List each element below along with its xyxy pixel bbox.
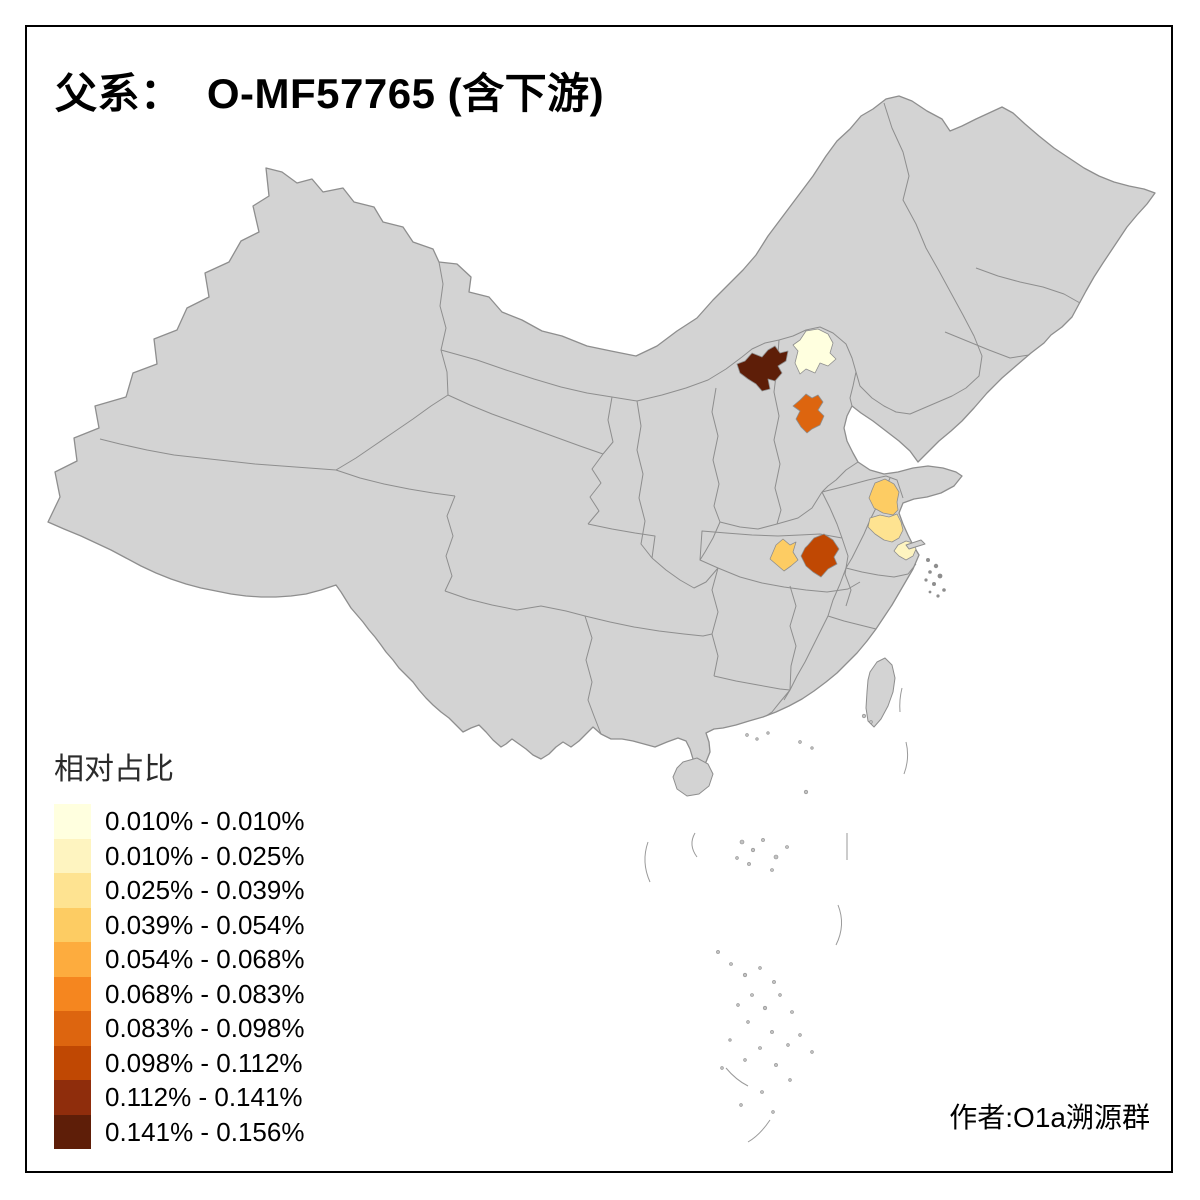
hainan-island xyxy=(672,757,714,797)
legend-item-label: 0.054% - 0.068% xyxy=(105,944,305,974)
region-beijing xyxy=(792,328,837,375)
reef-arcs xyxy=(644,687,909,1143)
legend-item-label: 0.098% - 0.112% xyxy=(105,1047,303,1078)
legend-swatch xyxy=(54,976,91,1011)
highlight-regions xyxy=(736,328,917,578)
legend-item: 0.010% - 0.025% xyxy=(54,838,305,873)
legend-item-label: 0.068% - 0.083% xyxy=(105,978,305,1009)
legend-item-label: 0.010% - 0.025% xyxy=(105,840,305,871)
region-hebei-northwest xyxy=(736,345,789,392)
attribution: 作者:O1a溯源群 xyxy=(949,1102,1150,1133)
region-jiangsu-coast-north xyxy=(868,478,900,516)
legend-swatch xyxy=(54,873,91,908)
taiwan-island xyxy=(865,657,896,728)
legend-item: 0.098% - 0.112% xyxy=(54,1045,304,1080)
legend-swatch xyxy=(54,1080,91,1115)
legend-item-label: 0.039% - 0.054% xyxy=(105,909,305,940)
legend-item-label: 0.010% - 0.010% xyxy=(105,806,305,836)
region-hebei-central xyxy=(792,393,825,434)
south-china-sea-islands xyxy=(716,713,873,1114)
legend-item-label: 0.141% - 0.156% xyxy=(105,1116,305,1147)
legend-swatch xyxy=(54,838,91,873)
legend: 相对占比 0.010% - 0.010% 0.010% - 0.025% 0.0… xyxy=(54,744,304,1149)
region-hubei-east xyxy=(800,533,840,578)
legend-swatch xyxy=(54,1011,91,1046)
legend-item-label: 0.083% - 0.098% xyxy=(105,1013,305,1043)
legend-item-label: 0.112% - 0.141% xyxy=(105,1082,303,1112)
legend-swatch xyxy=(54,907,91,942)
page-title: 父系： O-MF57765 (含下游) xyxy=(55,70,605,117)
zhoushan-islands xyxy=(924,558,946,598)
legend-item: 0.141% - 0.156% xyxy=(54,1114,305,1149)
chongming-island xyxy=(905,539,926,550)
legend-swatch xyxy=(54,1114,91,1149)
legend-swatch xyxy=(54,1045,91,1080)
legend-item: 0.083% - 0.098% xyxy=(54,1011,304,1046)
legend-item: 0.010% - 0.010% xyxy=(54,804,304,839)
legend-item-label: 0.025% - 0.039% xyxy=(105,875,305,905)
region-hubei-west xyxy=(769,538,799,572)
legend-swatch xyxy=(54,942,91,977)
legend-item: 0.054% - 0.068% xyxy=(54,942,304,977)
china-mainland xyxy=(47,95,1156,767)
legend-item: 0.068% - 0.083% xyxy=(54,976,305,1011)
legend-item: 0.025% - 0.039% xyxy=(54,873,304,908)
islands xyxy=(672,539,926,797)
legend-item: 0.039% - 0.054% xyxy=(54,907,305,942)
legend-item: 0.112% - 0.141% xyxy=(54,1080,304,1115)
legend-title: 相对占比 xyxy=(54,753,174,786)
region-jiangsu-coast-south xyxy=(867,513,904,543)
legend-swatch xyxy=(54,804,91,839)
